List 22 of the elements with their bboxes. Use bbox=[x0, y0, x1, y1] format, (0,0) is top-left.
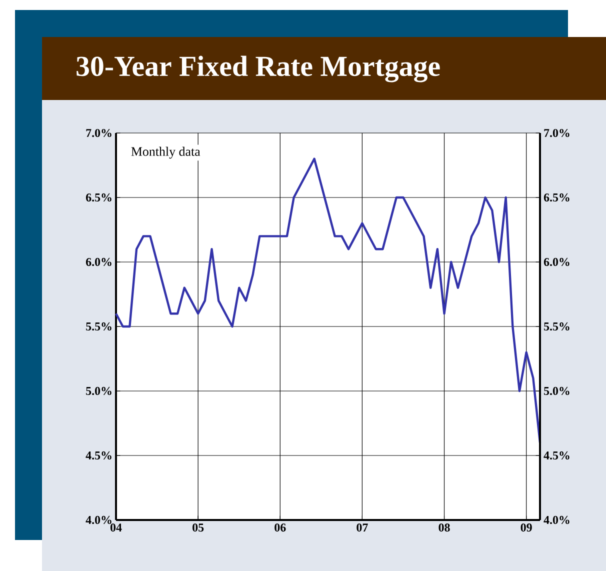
x-tick-label: 06 bbox=[274, 524, 286, 532]
y-tick-label: 5.5% bbox=[86, 322, 112, 331]
annotation: Monthly data bbox=[131, 146, 200, 159]
y2-tick-label: 4.0% bbox=[544, 516, 570, 524]
y2-tick-label: 6.0% bbox=[544, 258, 570, 266]
y2-tick-label: 4.5% bbox=[544, 451, 570, 460]
y2-tick-label: 6.5% bbox=[544, 193, 570, 202]
x-tick-label: 08 bbox=[438, 524, 450, 532]
y-tick-label: 5.0% bbox=[86, 386, 112, 396]
x-tick-label: 07 bbox=[356, 524, 368, 532]
y2-tick-label: 7.0% bbox=[544, 128, 570, 138]
chart-title: 30-Year Fixed Rate Mortgage bbox=[76, 56, 440, 82]
y-tick-label: 4.5% bbox=[86, 451, 112, 460]
x-tick-label: 05 bbox=[192, 524, 204, 532]
y2-tick-label: 5.5% bbox=[544, 322, 570, 331]
x-tick-label: 04 bbox=[110, 524, 122, 532]
y-tick-label: 4.0% bbox=[86, 516, 112, 524]
x-tick-label: 09 bbox=[520, 524, 532, 532]
y2-tick-label: 5.0% bbox=[544, 386, 570, 396]
y-tick-label: 6.0% bbox=[86, 258, 112, 266]
y-tick-label: 6.5% bbox=[86, 193, 112, 202]
y-tick-label: 7.0% bbox=[86, 128, 112, 138]
